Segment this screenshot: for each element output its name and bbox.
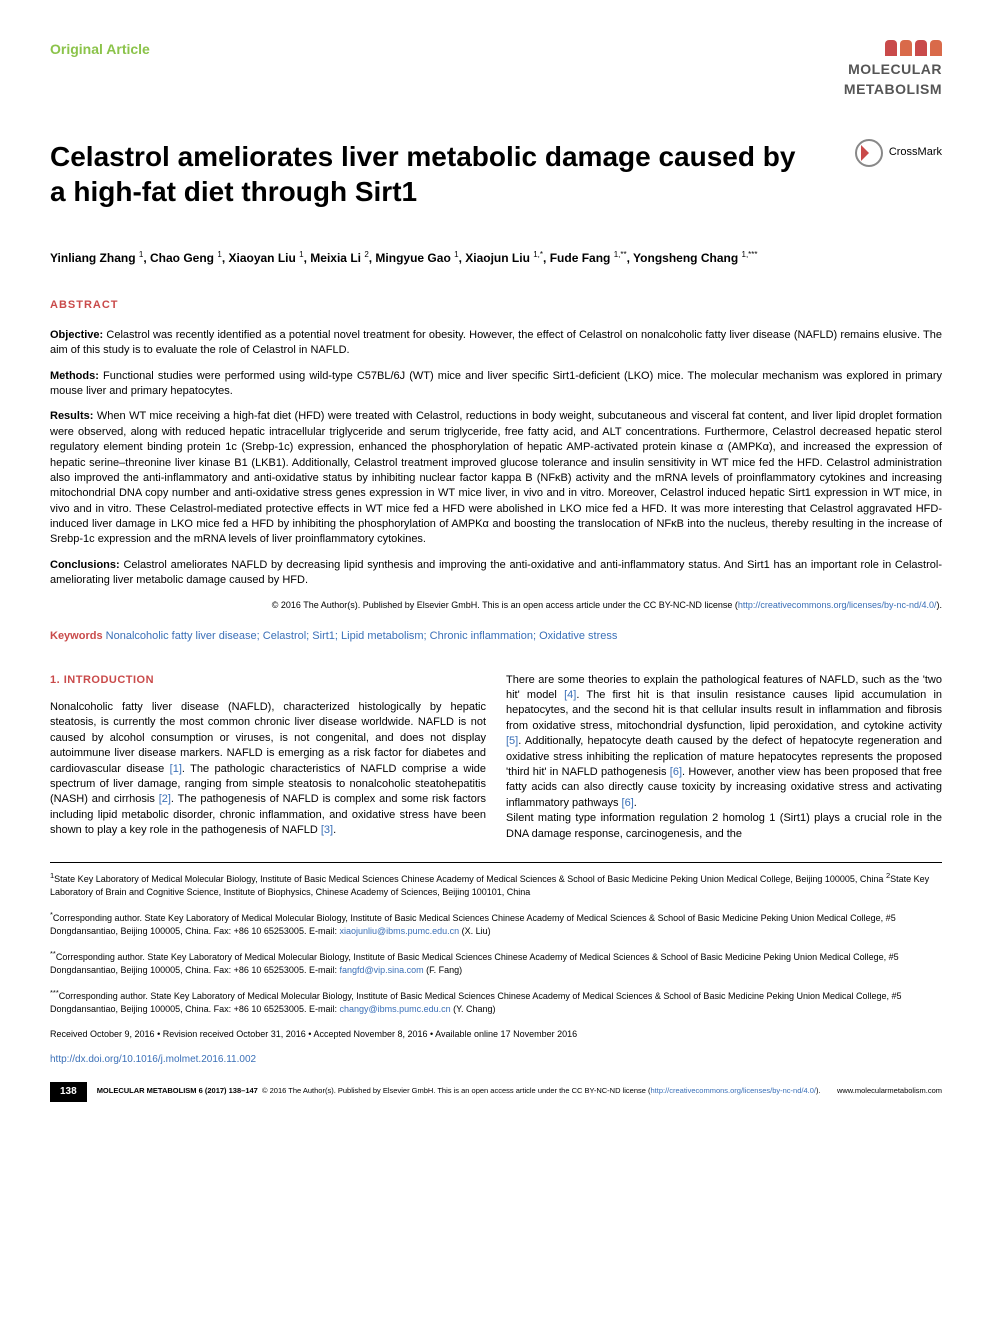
footer-site[interactable]: www.molecularmetabolism.com — [837, 1086, 942, 1097]
corresponding-author: ***Corresponding author. State Key Labor… — [50, 988, 942, 1015]
dates: Received October 9, 2016 • Revision rece… — [50, 1028, 942, 1041]
conclusions-text: Celastrol ameliorates NAFLD by decreasin… — [50, 559, 942, 586]
email-link[interactable]: fangfd@vip.sina.com — [339, 965, 423, 975]
article-type: Original Article — [50, 40, 150, 60]
keywords-text: Nonalcoholic fatty liver disease; Celast… — [106, 630, 618, 642]
keywords-label: Keywords — [50, 630, 103, 642]
email-link[interactable]: xiaojunliu@ibms.pumc.edu.cn — [339, 926, 459, 936]
footer-citation: MOLECULAR METABOLISM 6 (2017) 138–147 © … — [97, 1086, 821, 1097]
journal-name-line2: METABOLISM — [844, 81, 942, 97]
crossmark-label: CrossMark — [889, 145, 942, 160]
logo-bar-icon — [930, 40, 942, 56]
corresponding-author: *Corresponding author. State Key Laborat… — [50, 910, 942, 937]
email-link[interactable]: changy@ibms.pumc.edu.cn — [339, 1004, 450, 1014]
logo-bar-icon — [885, 40, 897, 56]
abstract-label: ABSTRACT — [50, 298, 942, 313]
methods-label: Methods: — [50, 370, 99, 382]
intro-col1: Nonalcoholic fatty liver disease (NAFLD)… — [50, 700, 486, 839]
objective-label: Objective: — [50, 329, 103, 341]
intro-heading: 1. INTRODUCTION — [50, 673, 486, 688]
crossmark-badge[interactable]: CrossMark — [855, 139, 942, 167]
logo-bar-icon — [900, 40, 912, 56]
intro-col2: There are some theories to explain the p… — [506, 673, 942, 842]
crossmark-icon — [855, 139, 883, 167]
results-label: Results: — [50, 410, 93, 422]
footer-cc-link[interactable]: http://creativecommons.org/licenses/by-n… — [651, 1086, 817, 1095]
article-title: Celastrol ameliorates liver metabolic da… — [50, 139, 855, 209]
divider — [50, 862, 942, 863]
journal-logo: MOLECULAR METABOLISM — [844, 40, 942, 99]
conclusions-label: Conclusions: — [50, 559, 120, 571]
results-text: When WT mice receiving a high-fat diet (… — [50, 410, 942, 545]
logo-bar-icon — [915, 40, 927, 56]
page-number: 138 — [50, 1082, 87, 1102]
corresponding-author: **Corresponding author. State Key Labora… — [50, 949, 942, 976]
cc-license-link[interactable]: http://creativecommons.org/licenses/by-n… — [738, 600, 937, 610]
affiliations: 1State Key Laboratory of Medical Molecul… — [50, 871, 942, 898]
methods-text: Functional studies were performed using … — [50, 370, 942, 397]
authors: Yinliang Zhang 1, Chao Geng 1, Xiaoyan L… — [50, 249, 942, 268]
objective-text: Celastrol was recently identified as a p… — [50, 329, 942, 356]
abstract-copyright: © 2016 The Author(s). Published by Elsev… — [50, 599, 942, 612]
doi-link[interactable]: http://dx.doi.org/10.1016/j.molmet.2016.… — [50, 1054, 256, 1065]
journal-name-line1: MOLECULAR — [848, 61, 942, 77]
